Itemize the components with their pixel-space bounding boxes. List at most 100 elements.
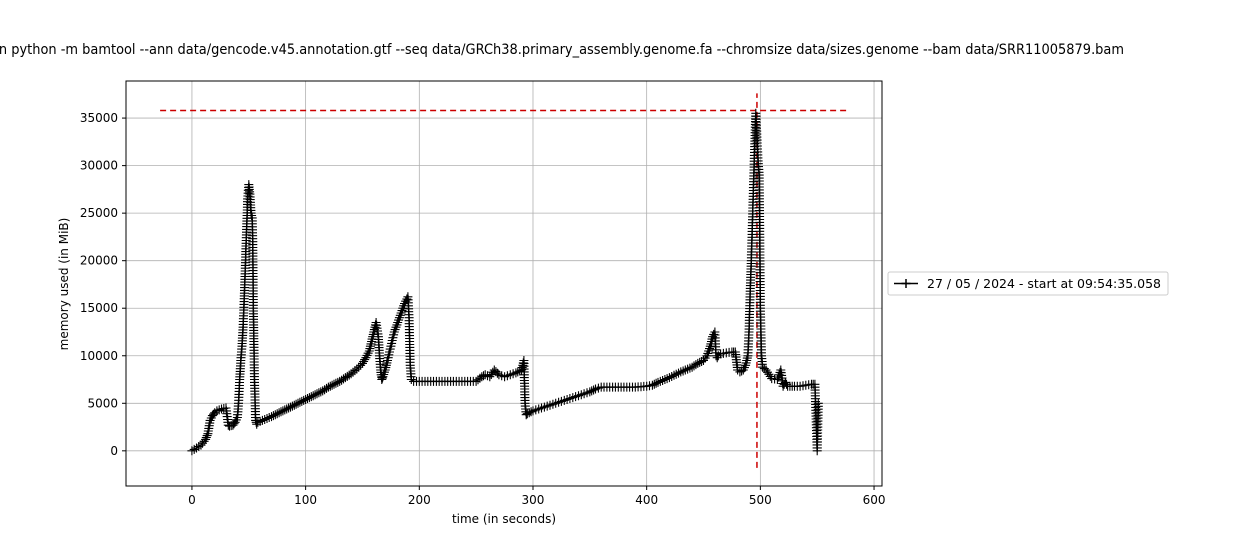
data-point [737,369,739,371]
data-point [717,355,719,357]
data-point [464,380,466,382]
data-point [755,112,757,114]
data-point [261,419,263,421]
data-point [270,416,273,418]
data-point [344,377,346,379]
data-point [239,378,241,381]
data-point [234,421,236,423]
data-point [745,364,747,366]
data-point [810,383,813,385]
data-point [760,355,763,357]
data-point [555,402,557,404]
data-point [498,374,500,376]
data-point [207,433,209,435]
data-point [742,369,744,371]
data-point [714,331,716,333]
data-point [524,402,526,404]
data-point [756,136,758,138]
data-point [651,384,654,386]
data-point [214,412,216,414]
data-point [712,336,714,338]
data-point [623,386,625,388]
data-point [371,340,373,343]
data-point [716,357,718,359]
plot-area [126,81,882,486]
data-point [493,369,495,371]
data-point [276,413,278,415]
data-point [799,385,801,387]
data-point [771,378,773,380]
data-point [784,381,787,383]
y-tick-label: 5000 [87,396,118,410]
data-point [720,353,722,355]
data-point [403,302,406,305]
data-point [255,419,257,421]
data-point [754,146,756,148]
data-point [780,369,782,371]
data-point [249,193,251,195]
series-layer [187,108,823,456]
data-point [250,212,252,214]
data-point [413,380,415,382]
data-point [817,402,819,404]
x-tick-label: 0 [188,493,196,507]
data-point [566,398,568,401]
data-point [523,359,525,362]
legend: 27 / 05 / 2024 - start at 09:54:35.058 [887,271,1169,296]
data-point [252,241,254,243]
data-point [377,336,379,338]
data-point [504,376,506,378]
data-point [731,351,733,353]
data-point [240,359,242,362]
x-tick-label: 200 [408,493,431,507]
data-point [408,317,410,319]
data-point [264,418,266,421]
data-point [526,413,528,415]
data-point [243,298,245,300]
data-point [333,383,335,385]
data-point [216,410,218,412]
data-point [241,345,243,347]
data-point [375,321,377,324]
data-point [484,374,486,376]
data-point [734,351,736,353]
data-point [257,421,259,423]
data-point [288,407,290,409]
data-point [310,396,312,398]
data-point [232,424,234,426]
data-point [195,447,198,449]
data-point [758,174,760,176]
y-tick-label: 15000 [80,301,118,315]
y-tick-label: 20000 [80,254,118,268]
data-point [418,380,420,382]
data-point [356,368,358,370]
data-point [293,404,295,406]
y-tick-label: 35000 [80,111,118,125]
data-point [747,355,749,357]
data-point [793,385,796,387]
data-point [750,260,752,262]
data-point [384,369,386,371]
y-tick-label: 25000 [80,206,118,220]
data-point [200,444,202,446]
data-point [543,406,546,408]
data-point [397,321,399,324]
data-point [316,393,318,395]
data-point [589,391,591,393]
data-point [409,364,411,366]
data-point [776,378,779,381]
data-point [782,385,784,387]
data-point [225,407,227,409]
data-point [382,376,384,378]
plot-frame [125,80,883,487]
data-point [725,352,727,354]
data-point [697,362,699,364]
data-point [259,420,261,422]
data-point [373,331,375,333]
data-point [220,408,223,410]
data-point [452,380,454,382]
data-point [253,378,256,381]
data-point [393,331,395,333]
data-point [489,376,491,378]
data-point [191,450,193,452]
